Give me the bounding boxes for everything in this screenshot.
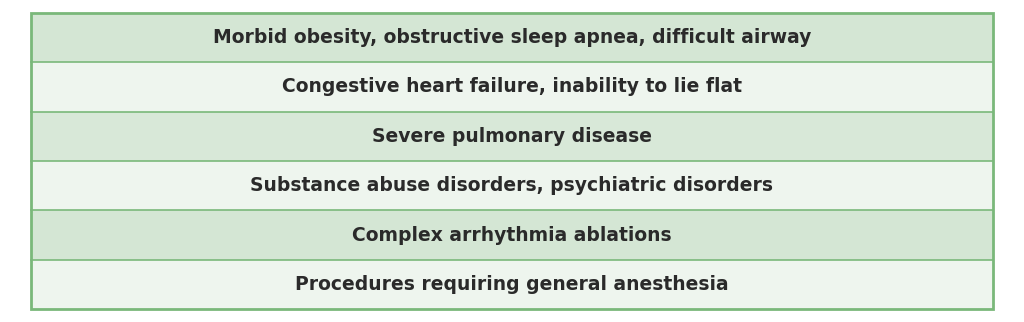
Text: Congestive heart failure, inability to lie flat: Congestive heart failure, inability to l… [282,77,742,97]
Bar [31,112,993,161]
Text: Procedures requiring general anesthesia: Procedures requiring general anesthesia [295,275,729,294]
Text: Substance abuse disorders, psychiatric disorders: Substance abuse disorders, psychiatric d… [251,176,773,195]
Text: Morbid obesity, obstructive sleep apnea, difficult airway: Morbid obesity, obstructive sleep apnea,… [213,28,811,47]
Bar [31,161,993,210]
Bar [31,62,993,112]
Bar [31,260,993,309]
Bar [31,13,993,62]
Text: Severe pulmonary disease: Severe pulmonary disease [372,127,652,146]
Text: Complex arrhythmia ablations: Complex arrhythmia ablations [352,225,672,245]
Bar [31,210,993,260]
